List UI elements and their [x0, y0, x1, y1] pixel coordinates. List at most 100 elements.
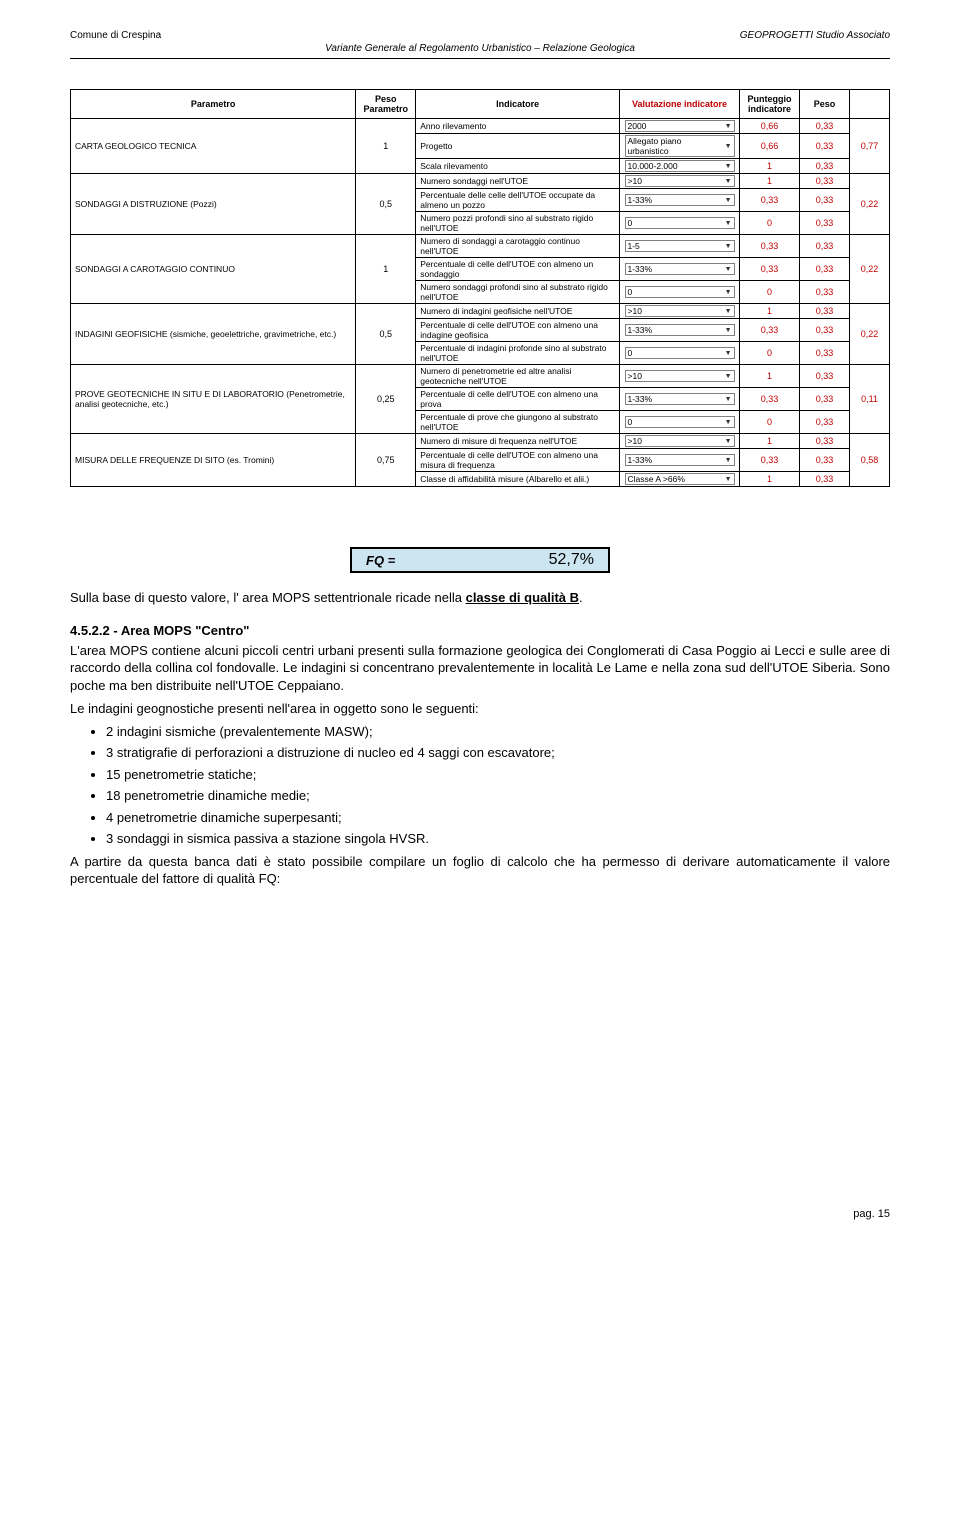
- chevron-down-icon: ▼: [723, 123, 732, 130]
- peso-cell: 0,33: [800, 189, 850, 212]
- indicator-cell: Classe di affidabilità misure (Albarello…: [416, 472, 620, 487]
- dropdown-value: 2000: [628, 121, 647, 131]
- peso-cell: 0,33: [800, 472, 850, 487]
- valutazione-cell: 2000 ▼: [620, 119, 740, 134]
- dropdown-value: >10: [628, 436, 642, 446]
- valutazione-dropdown[interactable]: 1-33% ▼: [625, 454, 735, 466]
- param-label: MISURA DELLE FREQUENZE DI SITO (es. Trom…: [71, 434, 356, 487]
- punteggio-cell: 0,33: [740, 319, 800, 342]
- valutazione-dropdown[interactable]: 0▼: [625, 286, 735, 298]
- indicator-cell: Scala rilevamento: [416, 159, 620, 174]
- valutazione-dropdown[interactable]: 2000 ▼: [625, 120, 735, 132]
- punteggio-cell: 1: [740, 434, 800, 449]
- table-row: SONDAGGI A CAROTAGGIO CONTINUO1Numero di…: [71, 235, 890, 258]
- chevron-down-icon: ▼: [723, 419, 732, 426]
- peso-total-cell: 0,22: [850, 235, 890, 304]
- valutazione-dropdown[interactable]: >10▼: [625, 435, 735, 447]
- indicator-cell: Numero sondaggi nell'UTOE: [416, 174, 620, 189]
- valutazione-dropdown[interactable]: 0▼: [625, 347, 735, 359]
- punteggio-cell: 0,33: [740, 449, 800, 472]
- peso-cell: 0,33: [800, 258, 850, 281]
- chevron-down-icon: ▼: [723, 243, 732, 250]
- valutazione-dropdown[interactable]: 1-33%▼: [625, 324, 735, 336]
- dropdown-value: 1-33%: [628, 455, 653, 465]
- fq-label: FQ =: [366, 553, 395, 568]
- punteggio-cell: 0,66: [740, 119, 800, 134]
- valutazione-cell: 1-33%▼: [620, 189, 740, 212]
- paragraph-4: A partire da questa banca dati è stato p…: [70, 853, 890, 888]
- bullet-list: 2 indagini sismiche (prevalentemente MAS…: [106, 722, 890, 849]
- fq-result-box: FQ = 52,7%: [350, 547, 610, 573]
- valutazione-cell: 1-33% ▼: [620, 449, 740, 472]
- valutazione-cell: Allegato piano urbanistico▼: [620, 134, 740, 159]
- intro-after: .: [579, 590, 583, 605]
- geo-parameters-table: Parametro Peso Parametro Indicatore Valu…: [70, 89, 890, 487]
- dropdown-value: 0: [628, 417, 633, 427]
- paragraph-2: L'area MOPS contiene alcuni piccoli cent…: [70, 642, 890, 695]
- intro-paragraph: Sulla base di questo valore, l' area MOP…: [70, 589, 890, 607]
- chevron-down-icon: ▼: [723, 308, 732, 315]
- doc-header-left: Comune di Crespina: [70, 30, 161, 41]
- valutazione-cell: 1-33%▼: [620, 258, 740, 281]
- indicator-cell: Percentuale di celle dell'UTOE con almen…: [416, 319, 620, 342]
- peso-cell: 0,33: [800, 159, 850, 174]
- indicator-cell: Numero di sondaggi a carotaggio continuo…: [416, 235, 620, 258]
- indicator-cell: Numero pozzi profondi sino al substrato …: [416, 212, 620, 235]
- indicator-cell: Percentuale delle celle dell'UTOE occupa…: [416, 189, 620, 212]
- valutazione-dropdown[interactable]: 1-33%▼: [625, 194, 735, 206]
- dropdown-value: 0: [628, 218, 633, 228]
- dropdown-value: Classe A >66%: [628, 474, 685, 484]
- peso-cell: 0,33: [800, 235, 850, 258]
- chevron-down-icon: ▼: [723, 350, 732, 357]
- peso-cell: 0,33: [800, 119, 850, 134]
- dropdown-value: 0: [628, 348, 633, 358]
- valutazione-cell: 10.000-2.000▼: [620, 159, 740, 174]
- valutazione-dropdown[interactable]: 1-33%▼: [625, 263, 735, 275]
- peso-cell: 0,33: [800, 434, 850, 449]
- table-row: CARTA GEOLOGICO TECNICA1Anno rilevamento…: [71, 119, 890, 134]
- dropdown-value: 1-5: [628, 241, 640, 251]
- chevron-down-icon: ▼: [723, 289, 732, 296]
- punteggio-cell: 1: [740, 304, 800, 319]
- peso-cell: 0,33: [800, 365, 850, 388]
- peso-cell: 0,33: [800, 281, 850, 304]
- chevron-down-icon: ▼: [723, 266, 732, 273]
- indicator-cell: Numero sondaggi profondi sino al substra…: [416, 281, 620, 304]
- param-label: PROVE GEOTECNICHE IN SITU E DI LABORATOR…: [71, 365, 356, 434]
- dropdown-value: >10: [628, 371, 642, 381]
- valutazione-dropdown[interactable]: >10▼: [625, 175, 735, 187]
- list-item: 15 penetrometrie statiche;: [106, 765, 890, 785]
- dropdown-value: Allegato piano urbanistico: [628, 136, 723, 156]
- valutazione-dropdown[interactable]: Classe A >66%▼: [625, 473, 735, 485]
- peso-cell: 0,33: [800, 212, 850, 235]
- punteggio-cell: 1: [740, 159, 800, 174]
- indicator-cell: Percentuale di indagini profonde sino al…: [416, 342, 620, 365]
- valutazione-cell: >10▼: [620, 174, 740, 189]
- peso-total-cell: 0,58: [850, 434, 890, 487]
- valutazione-dropdown[interactable]: 0▼: [625, 217, 735, 229]
- peso-total-cell: 0,22: [850, 304, 890, 365]
- peso-total-cell: 0,77: [850, 119, 890, 174]
- list-item: 2 indagini sismiche (prevalentemente MAS…: [106, 722, 890, 742]
- table-row: MISURA DELLE FREQUENZE DI SITO (es. Trom…: [71, 434, 890, 449]
- doc-header: Comune di Crespina GEOPROGETTI Studio As…: [70, 30, 890, 41]
- valutazione-dropdown[interactable]: >10▼: [625, 370, 735, 382]
- list-item: 3 stratigrafie di perforazioni a distruz…: [106, 743, 890, 763]
- punteggio-cell: 0: [740, 411, 800, 434]
- valutazione-dropdown[interactable]: 1-33%▼: [625, 393, 735, 405]
- dropdown-value: 1-33%: [628, 394, 653, 404]
- valutazione-cell: 1-33%▼: [620, 319, 740, 342]
- table-row: SONDAGGI A DISTRUZIONE (Pozzi)0,5Numero …: [71, 174, 890, 189]
- valutazione-dropdown[interactable]: 10.000-2.000▼: [625, 160, 735, 172]
- valutazione-dropdown[interactable]: 0▼: [625, 416, 735, 428]
- chevron-down-icon: ▼: [723, 457, 732, 464]
- page-number: pag. 15: [70, 1208, 890, 1220]
- col-indicatore: Indicatore: [416, 90, 620, 119]
- valutazione-dropdown[interactable]: 1-5 ▼: [625, 240, 735, 252]
- valutazione-dropdown[interactable]: Allegato piano urbanistico▼: [625, 135, 735, 157]
- valutazione-dropdown[interactable]: >10▼: [625, 305, 735, 317]
- punteggio-cell: 0,33: [740, 235, 800, 258]
- chevron-down-icon: ▼: [723, 143, 732, 150]
- param-label: SONDAGGI A CAROTAGGIO CONTINUO: [71, 235, 356, 304]
- valutazione-cell: >10▼: [620, 365, 740, 388]
